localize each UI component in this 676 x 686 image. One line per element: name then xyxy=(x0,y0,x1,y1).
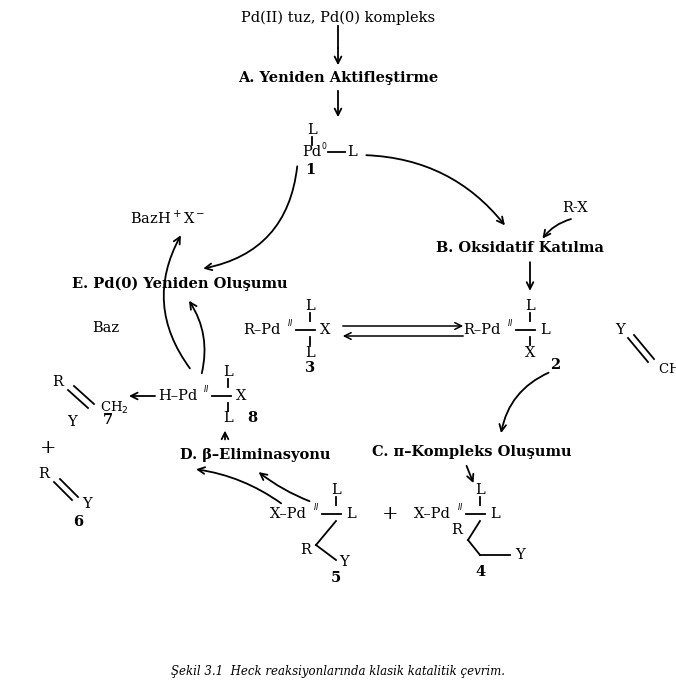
Text: R: R xyxy=(451,523,462,537)
Text: Pd: Pd xyxy=(302,145,321,159)
Text: B. Oksidatif Katılma: B. Oksidatif Katılma xyxy=(436,241,604,255)
Text: R-X: R-X xyxy=(562,201,588,215)
Text: X: X xyxy=(236,389,246,403)
Text: Y: Y xyxy=(67,415,77,429)
Text: Baz: Baz xyxy=(92,321,119,335)
Text: L: L xyxy=(331,483,341,497)
Text: X: X xyxy=(320,323,330,337)
Text: L: L xyxy=(346,507,356,521)
Text: L: L xyxy=(475,483,485,497)
Text: $^{II}$: $^{II}$ xyxy=(203,385,210,395)
Text: X: X xyxy=(525,346,535,360)
Text: Y: Y xyxy=(339,555,349,569)
Text: $^{0}$: $^{0}$ xyxy=(320,142,327,152)
Text: Y: Y xyxy=(82,497,92,511)
Text: 7: 7 xyxy=(103,413,113,427)
Text: $^{II}$: $^{II}$ xyxy=(313,503,319,513)
Text: R: R xyxy=(38,467,49,481)
Text: $^{II}$: $^{II}$ xyxy=(287,319,293,329)
Text: L: L xyxy=(347,145,357,159)
Text: $^{II}$: $^{II}$ xyxy=(457,503,463,513)
Text: CH$_2$: CH$_2$ xyxy=(100,400,128,416)
Text: H–Pd: H–Pd xyxy=(158,389,197,403)
Text: L: L xyxy=(223,411,233,425)
Text: Y: Y xyxy=(515,548,525,562)
Text: L: L xyxy=(490,507,500,521)
Text: E. Pd(0) Yeniden Oluşumu: E. Pd(0) Yeniden Oluşumu xyxy=(72,277,288,291)
Text: A. Yeniden Aktifleştirme: A. Yeniden Aktifleştirme xyxy=(238,71,438,85)
Text: L: L xyxy=(540,323,550,337)
Text: L: L xyxy=(307,123,317,137)
Text: CH$_2$: CH$_2$ xyxy=(658,362,676,378)
Text: L: L xyxy=(525,299,535,313)
Text: 6: 6 xyxy=(73,515,83,529)
Text: D. β–Eliminasyonu: D. β–Eliminasyonu xyxy=(180,448,331,462)
Text: R: R xyxy=(52,375,63,389)
Text: X–Pd: X–Pd xyxy=(270,507,306,521)
Text: 8: 8 xyxy=(247,411,257,425)
Text: 3: 3 xyxy=(305,361,315,375)
Text: $^{II}$: $^{II}$ xyxy=(507,319,513,329)
Text: L: L xyxy=(223,365,233,379)
Text: 1: 1 xyxy=(305,163,315,177)
Text: +: + xyxy=(40,439,56,457)
Text: Y: Y xyxy=(615,323,625,337)
Text: 4: 4 xyxy=(475,565,485,579)
Text: 2: 2 xyxy=(550,358,560,372)
Text: R–Pd: R–Pd xyxy=(463,323,501,337)
Text: X–Pd: X–Pd xyxy=(414,507,450,521)
Text: Şekil 3.1  Heck reaksiyonlarında klasik katalitik çevrim.: Şekil 3.1 Heck reaksiyonlarında klasik k… xyxy=(171,665,505,678)
Text: Pd(II) tuz, Pd(0) kompleks: Pd(II) tuz, Pd(0) kompleks xyxy=(241,11,435,25)
Text: BazH$^+$X$^-$: BazH$^+$X$^-$ xyxy=(130,209,206,226)
Text: 5: 5 xyxy=(331,571,341,585)
Text: +: + xyxy=(382,505,398,523)
Text: L: L xyxy=(305,299,315,313)
Text: C. π–Kompleks Oluşumu: C. π–Kompleks Oluşumu xyxy=(372,445,572,459)
Text: L: L xyxy=(305,346,315,360)
Text: R: R xyxy=(301,543,312,557)
Text: R–Pd: R–Pd xyxy=(243,323,281,337)
